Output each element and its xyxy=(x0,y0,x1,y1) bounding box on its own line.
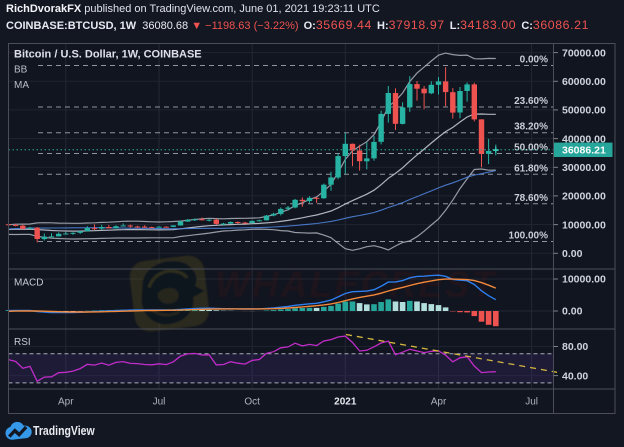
svg-text:50000.00: 50000.00 xyxy=(562,105,606,117)
svg-text:20000.00: 20000.00 xyxy=(562,191,606,203)
svg-text:0.00: 0.00 xyxy=(562,306,583,318)
svg-text:Jul: Jul xyxy=(153,397,166,408)
svg-text:70000.00: 70000.00 xyxy=(562,47,606,59)
svg-text:30000.00: 30000.00 xyxy=(562,162,606,174)
svg-text:50.00%: 50.00% xyxy=(514,143,548,154)
svg-text:40000.00: 40000.00 xyxy=(562,133,606,145)
svg-text:10000.00: 10000.00 xyxy=(562,274,606,286)
svg-text:80.00: 80.00 xyxy=(562,341,588,353)
svg-text:BB: BB xyxy=(14,65,28,76)
svg-text:61.80%: 61.80% xyxy=(514,163,548,174)
svg-text:MA: MA xyxy=(14,80,29,91)
svg-text:60000.00: 60000.00 xyxy=(562,76,606,88)
svg-text:WHALECREST: WHALECREST xyxy=(215,264,497,305)
svg-text:0.00: 0.00 xyxy=(562,248,583,260)
svg-text:RSI: RSI xyxy=(14,337,31,348)
svg-text:100.00%: 100.00% xyxy=(509,231,549,242)
svg-text:78.60%: 78.60% xyxy=(514,193,548,204)
svg-text:40.00: 40.00 xyxy=(562,370,588,382)
svg-text:Apr: Apr xyxy=(58,397,74,408)
svg-text:2021: 2021 xyxy=(334,397,357,408)
svg-text:Oct: Oct xyxy=(244,397,260,408)
svg-text:38.20%: 38.20% xyxy=(514,122,548,133)
svg-text:10000.00: 10000.00 xyxy=(562,219,606,231)
svg-text:Jul: Jul xyxy=(525,397,538,408)
svg-text:36086.21: 36086.21 xyxy=(562,145,606,157)
svg-text:Bitcoin / U.S. Dollar, 1W, COI: Bitcoin / U.S. Dollar, 1W, COINBASE xyxy=(14,49,202,61)
svg-text:Apr: Apr xyxy=(431,397,447,408)
svg-text:0.00%: 0.00% xyxy=(520,55,548,66)
svg-text:MACD: MACD xyxy=(14,278,43,289)
svg-text:23.60%: 23.60% xyxy=(514,96,548,107)
